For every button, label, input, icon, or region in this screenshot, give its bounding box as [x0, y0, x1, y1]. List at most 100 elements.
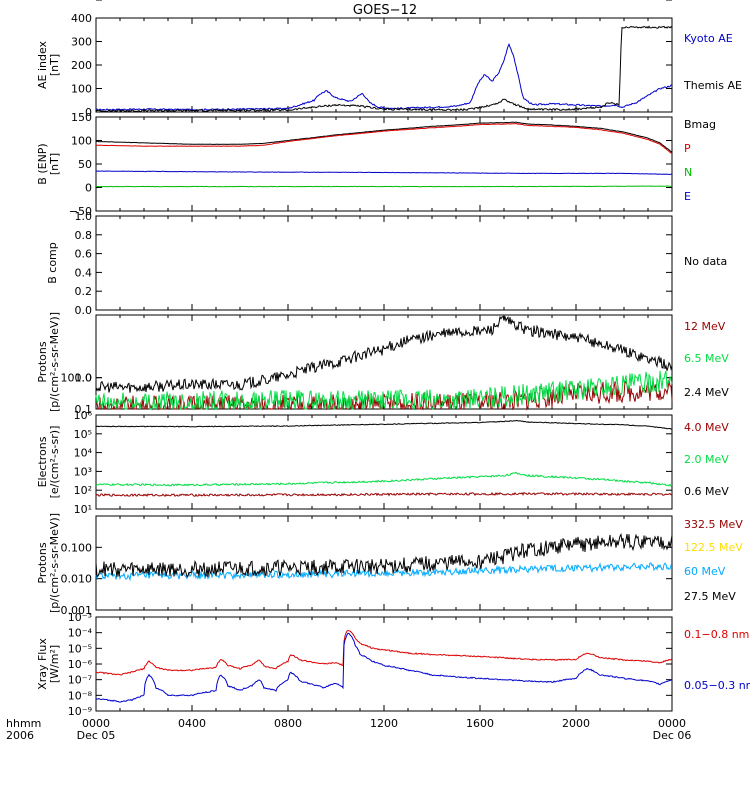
legend-entry: 0.6 MeV: [684, 485, 729, 498]
y-tick-label: 0: [85, 106, 92, 119]
y-axis-label-line: Xray Flux: [36, 638, 49, 690]
x-tick-label: 2000: [562, 717, 590, 730]
series-line: [95, 25, 673, 113]
series-line: [95, 370, 673, 411]
y-tick-label: 200: [71, 59, 92, 72]
x-tick-label: 0800: [274, 717, 302, 730]
y-tick-label: 0.8: [75, 229, 93, 242]
panel-5: 10¹ 10² 10³ 10⁴ 10⁵ 10⁶ Electrons[e/(cm²-s-sr)…: [36, 409, 729, 516]
legend-entry: 27.5 MeV: [684, 590, 736, 603]
y-tick-label: 100: [71, 83, 92, 96]
y-axis-label: AE index[nT]: [36, 40, 61, 89]
y-tick-label: 10²: [74, 484, 92, 497]
y-tick-label: 10⁴: [74, 447, 93, 460]
panel-1: 0 100 200 300 400 AE index[nT] Kyoto AE Themis …: [36, 12, 742, 119]
legend-entry: E: [684, 190, 691, 203]
y-axis-label-line: [p/(cm²-s-sr-MeV)]: [48, 513, 61, 613]
y-axis-label-line: [W/m²]: [48, 645, 61, 683]
series-line: [95, 315, 673, 393]
y-axis-label: B comp: [46, 242, 59, 284]
legend-entry: 2.4 MeV: [684, 386, 729, 399]
y-axis-label-line: Electrons: [36, 436, 49, 487]
y-axis-label-line: Protons: [36, 341, 49, 382]
series-line: [95, 562, 673, 582]
y-tick-label: 0.0: [75, 304, 93, 317]
y-axis-label: Protons[p/(cm²-s-sr-MeV)]: [36, 513, 61, 613]
legend-entry: 0.1−0.8 nm: [684, 628, 749, 641]
y-tick-label: 0.100: [61, 541, 93, 554]
legend-entry: Bmag: [684, 118, 716, 131]
legend-entry: 12 MeV: [684, 320, 726, 333]
x-tick-label: 1200: [370, 717, 398, 730]
y-tick-label: 0.1: [75, 403, 93, 416]
panel-2: −50 0 50 100 150 B (ENP)[nT] Bmag PNE: [36, 111, 716, 218]
y-tick-label: 10⁻⁷: [68, 674, 92, 687]
x-tick-label: 1600: [466, 717, 494, 730]
series-line: [96, 185, 673, 188]
y-tick-label: 100: [71, 135, 92, 148]
y-tick-label: 10⁻⁸: [68, 689, 93, 702]
series-line: [95, 471, 673, 487]
series-line: [96, 122, 673, 155]
y-tick-label: 10⁻⁴: [68, 627, 93, 640]
y-tick-label: 400: [71, 12, 92, 25]
series-line: [95, 121, 673, 153]
series-line: [95, 632, 673, 703]
y-axis-label-line: [e/(cm²-s-sr)]: [48, 426, 61, 499]
y-tick-label: 0.6: [75, 248, 93, 261]
plot-title: GOES−12: [353, 3, 417, 18]
panel-frame: [95, 17, 673, 113]
panel-frame: [95, 515, 673, 611]
y-axis-label: B (ENP)[nT]: [36, 143, 61, 184]
y-tick-label: 10⁻⁹: [68, 705, 92, 718]
time-axis-label-hhmm: hhmm: [6, 717, 41, 730]
x-tick-label: 0000: [658, 717, 686, 730]
y-tick-label: 0.2: [75, 285, 93, 298]
y-tick-label: 10⁶: [74, 409, 93, 422]
y-axis-label-line: AE index: [36, 40, 49, 89]
y-tick-label: 10⁻⁵: [68, 642, 92, 655]
legend-entry: 122.5 MeV: [684, 541, 743, 554]
panel-4: 0.11.010.0100.0Protons[p/(cm²-s-sr-MeV)]…: [36, 0, 729, 416]
series-line: [95, 419, 673, 430]
x-date-label: Dec 06: [653, 729, 692, 742]
legend-entry: 6.5 MeV: [684, 352, 729, 365]
x-date-label: Dec 05: [77, 729, 116, 742]
panel-7: 10⁻⁹ 10⁻⁸ 10⁻⁷ 10⁻⁶ 10⁻⁵ 10⁻⁴ 10⁻³ Xray Flux[W/…: [36, 611, 750, 718]
panel-frame: [95, 616, 673, 712]
y-axis-label: Electrons[e/(cm²-s-sr)]: [36, 426, 61, 499]
y-tick-label: 10³: [74, 465, 92, 478]
y-tick-label: 50: [78, 158, 92, 171]
y-axis-label-line: [p/(cm²-s-sr-MeV)]: [48, 312, 61, 412]
y-axis-label-line: [nT]: [48, 54, 61, 76]
y-tick-label: 100.0: [61, 372, 93, 385]
series-line: [95, 491, 673, 497]
y-tick-label: 0.001: [61, 604, 93, 617]
y-tick-label: 10⁻⁶: [68, 658, 93, 671]
y-tick-label: 300: [71, 36, 92, 49]
legend-entry: N: [684, 166, 692, 179]
legend-entry: 4.0 MeV: [684, 421, 729, 434]
time-axis-label-year: 2006: [6, 729, 34, 742]
y-axis-label-line: [nT]: [48, 153, 61, 175]
legend-entry: 332.5 MeV: [684, 518, 743, 531]
panel-3: 0.0 0.2 0.4 0.6 0.8 1.0 B comp No data: [46, 210, 727, 317]
y-tick-label: 10.0: [68, 0, 93, 3]
y-tick-label: 10¹: [74, 503, 92, 516]
series-line: [95, 170, 673, 176]
legend-entry: Kyoto AE: [684, 32, 733, 45]
legend-entry: 0.05−0.3 nm: [684, 679, 750, 692]
y-tick-label: 10⁻³: [68, 611, 92, 624]
legend-entry: P: [684, 142, 691, 155]
panel-frame: [95, 215, 673, 311]
y-tick-label: 0.010: [61, 573, 93, 586]
y-axis-label-line: B comp: [46, 242, 59, 284]
y-axis-label: Protons[p/(cm²-s-sr-MeV)]: [36, 312, 61, 412]
y-tick-label: 1.0: [75, 372, 93, 385]
x-tick-label: 0000: [82, 717, 110, 730]
y-tick-label: 150: [71, 111, 92, 124]
y-tick-label: −50: [69, 205, 92, 218]
y-tick-label: 1.0: [75, 210, 93, 223]
legend-entry: Themis AE: [683, 79, 742, 92]
